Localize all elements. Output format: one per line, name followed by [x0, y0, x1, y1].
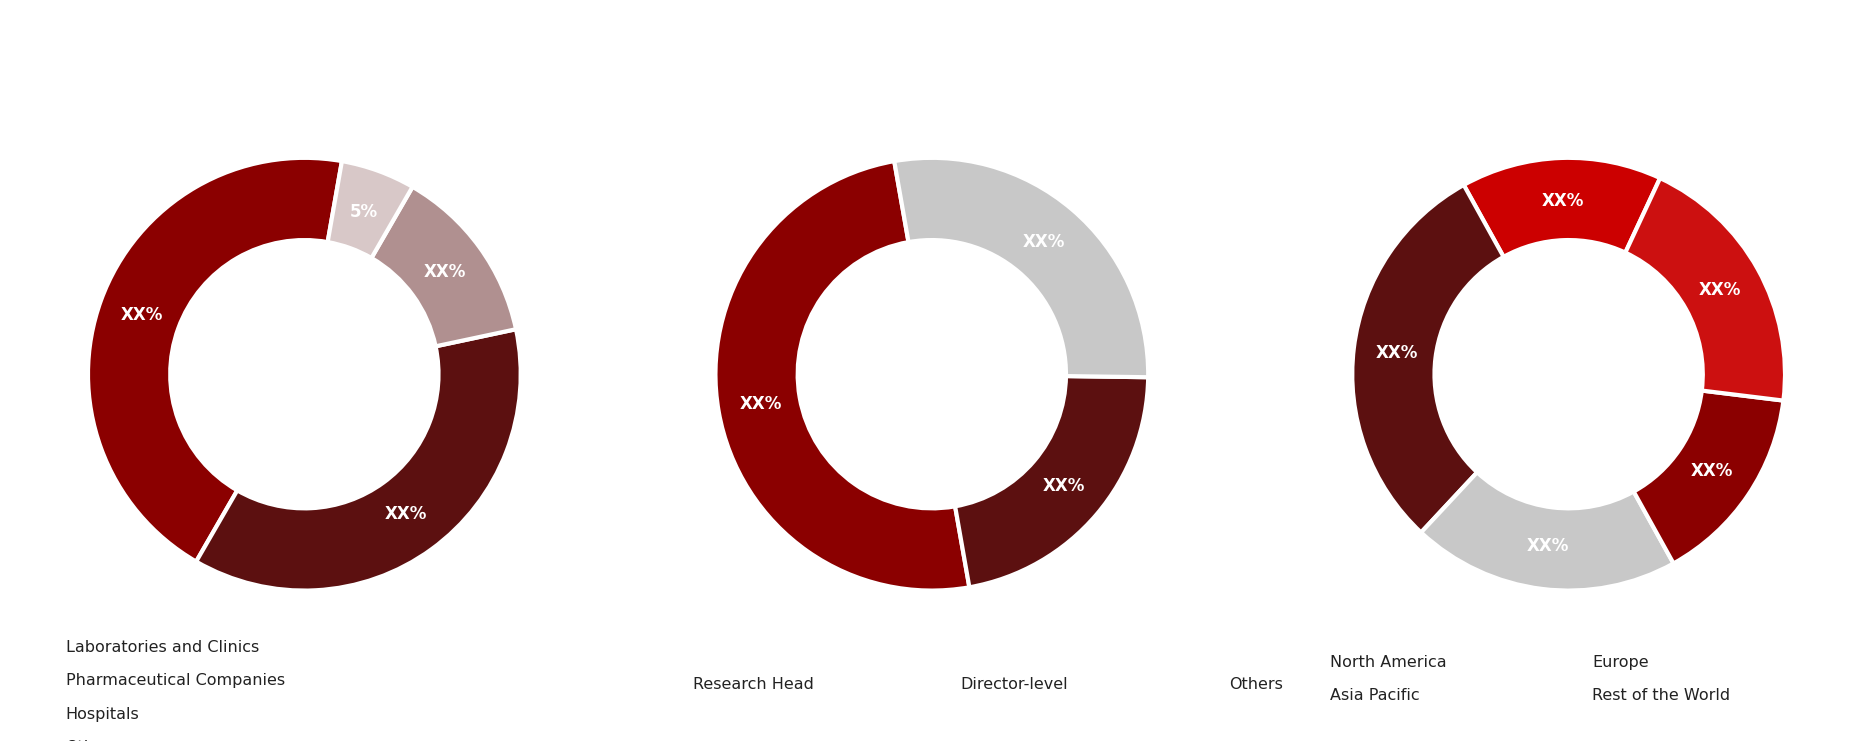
Text: XX%: XX% — [386, 505, 427, 523]
Text: BY REGION: BY REGION — [1506, 53, 1631, 73]
Text: Research Head: Research Head — [693, 677, 815, 692]
Text: Europe: Europe — [1592, 655, 1648, 670]
Text: XX%: XX% — [1023, 233, 1066, 251]
Wedge shape — [88, 158, 343, 562]
Text: Laboratories and Clinics: Laboratories and Clinics — [66, 640, 258, 655]
Text: Rest of the World: Rest of the World — [1592, 688, 1731, 703]
Text: Others: Others — [66, 740, 120, 741]
Text: XX%: XX% — [120, 306, 163, 324]
Wedge shape — [197, 329, 521, 591]
Text: BY END USER: BY END USER — [227, 53, 382, 73]
Wedge shape — [715, 161, 970, 591]
Text: XX%: XX% — [1541, 192, 1585, 210]
Text: 5%: 5% — [350, 202, 378, 221]
Text: XX%: XX% — [423, 264, 466, 282]
Text: Asia Pacific: Asia Pacific — [1330, 688, 1420, 703]
Wedge shape — [1422, 472, 1674, 591]
Text: XX%: XX% — [740, 395, 783, 413]
Wedge shape — [955, 376, 1148, 588]
Wedge shape — [1463, 158, 1659, 257]
Text: XX%: XX% — [1375, 344, 1418, 362]
Text: XX%: XX% — [1526, 537, 1570, 555]
Wedge shape — [1626, 178, 1785, 401]
Text: Director-level: Director-level — [961, 677, 1068, 692]
Wedge shape — [1633, 391, 1783, 563]
Text: XX%: XX% — [1691, 462, 1733, 480]
Wedge shape — [328, 161, 412, 258]
Text: BY DESIGNATION: BY DESIGNATION — [833, 53, 1030, 73]
Text: Hospitals: Hospitals — [66, 707, 139, 722]
Text: North America: North America — [1330, 655, 1446, 670]
Wedge shape — [371, 187, 515, 346]
Text: XX%: XX% — [1043, 477, 1084, 496]
Text: XX%: XX% — [1699, 282, 1742, 299]
Wedge shape — [1352, 185, 1504, 533]
Wedge shape — [893, 158, 1148, 377]
Text: Pharmaceutical Companies: Pharmaceutical Companies — [66, 674, 285, 688]
Text: Others: Others — [1229, 677, 1283, 692]
